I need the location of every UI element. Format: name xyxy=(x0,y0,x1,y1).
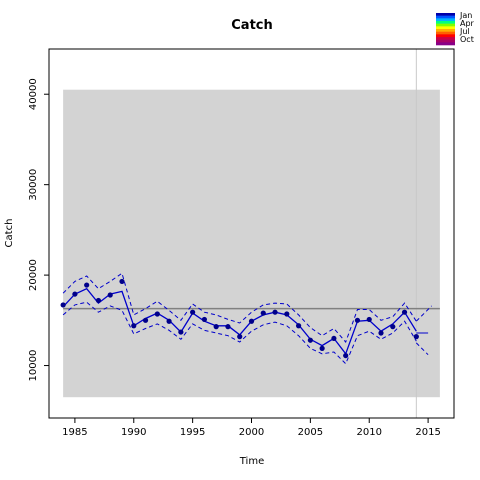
x-tick-label: 1985 xyxy=(62,427,87,438)
data-point xyxy=(84,282,90,288)
x-tick-label: 2015 xyxy=(415,427,440,438)
legend-swatch xyxy=(436,29,455,32)
data-point xyxy=(284,311,290,317)
data-point xyxy=(354,317,361,323)
series-line-1 xyxy=(62,272,417,343)
data-point xyxy=(248,318,255,324)
data-point xyxy=(201,316,208,323)
legend-label: Oct xyxy=(460,35,474,44)
data-point xyxy=(154,311,160,317)
y-axis-label: Catch xyxy=(4,219,15,248)
data-point xyxy=(390,324,396,330)
x-axis-label: Time xyxy=(239,456,264,467)
series-line-4 xyxy=(415,305,432,322)
data-point xyxy=(119,278,125,285)
legend-swatch xyxy=(436,23,455,27)
y-tick-label: 10000 xyxy=(28,350,39,382)
data-point xyxy=(213,324,219,330)
legend-label: Jan xyxy=(459,11,472,20)
legend-swatch xyxy=(436,13,455,16)
data-point xyxy=(413,334,419,340)
chart-title: Catch xyxy=(231,18,273,33)
legend-label: Apr xyxy=(460,19,475,28)
legend-swatch xyxy=(436,26,455,30)
data-point xyxy=(307,337,313,343)
shaded-region xyxy=(63,89,440,398)
data-point xyxy=(107,292,113,298)
data-point xyxy=(295,323,302,329)
data-point xyxy=(166,318,172,324)
data-point xyxy=(319,345,325,351)
data-point xyxy=(95,297,102,304)
legend-swatch xyxy=(436,18,455,22)
data-point xyxy=(225,324,231,330)
series-line-5 xyxy=(415,342,429,356)
data-point xyxy=(131,323,137,329)
data-point xyxy=(272,309,278,315)
data-point xyxy=(378,330,384,336)
legend-swatch xyxy=(436,31,455,35)
legend-swatch xyxy=(436,21,455,24)
legend-swatch xyxy=(436,42,455,46)
y-tick-label: 30000 xyxy=(28,169,39,201)
data-point xyxy=(60,302,66,308)
y-tick-label: 20000 xyxy=(28,259,39,291)
x-tick-label: 2000 xyxy=(239,427,264,438)
data-point xyxy=(260,310,266,316)
legend-swatch xyxy=(436,34,455,38)
x-tick-label: 1990 xyxy=(121,427,146,438)
data-point xyxy=(142,317,149,323)
data-point xyxy=(190,309,196,315)
data-point xyxy=(178,329,184,335)
y-tick-label: 40000 xyxy=(28,78,39,110)
legend-swatch xyxy=(436,15,455,19)
data-point xyxy=(237,334,243,340)
series-line-2 xyxy=(62,301,417,365)
x-tick-label: 2005 xyxy=(298,427,323,438)
legend-swatch xyxy=(436,39,455,43)
legend-swatch xyxy=(436,37,455,40)
x-tick-label: 1995 xyxy=(180,427,205,438)
legend-label: Jul xyxy=(459,27,470,36)
plot-area: 1985 1990 1995 2000 2005 2010 2015 10000 20000 30… xyxy=(28,48,455,438)
data-point xyxy=(343,352,349,359)
data-point xyxy=(331,335,337,342)
data-point xyxy=(401,309,408,315)
data-point xyxy=(366,316,372,323)
data-point xyxy=(72,291,78,297)
x-tick-label: 2010 xyxy=(357,427,382,438)
